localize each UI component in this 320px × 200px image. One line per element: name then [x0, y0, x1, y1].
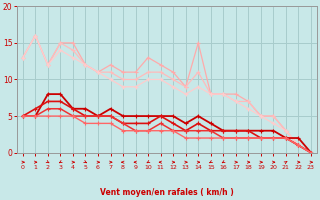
- X-axis label: Vent moyen/en rafales ( km/h ): Vent moyen/en rafales ( km/h ): [100, 188, 234, 197]
